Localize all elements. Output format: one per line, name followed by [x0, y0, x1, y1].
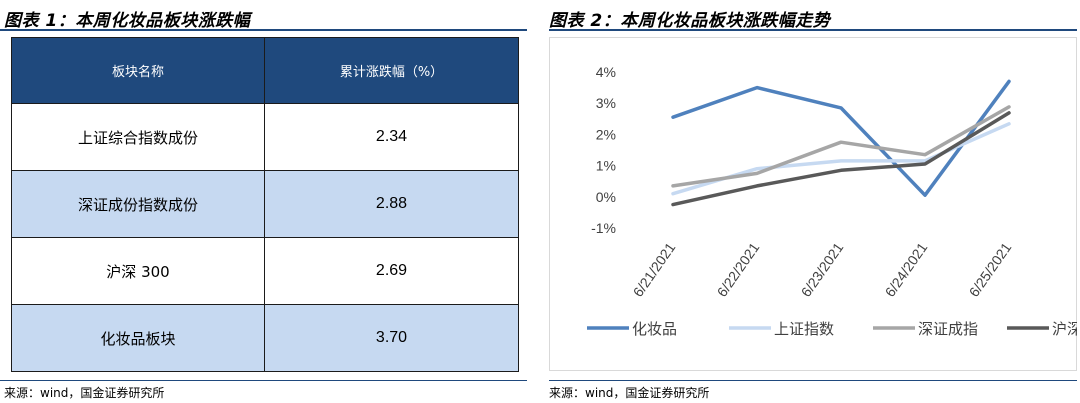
x-tick-label: 6/22/2021: [714, 239, 763, 299]
x-tick-label: 6/25/2021: [966, 239, 1015, 299]
y-tick-label: 1%: [596, 158, 616, 174]
table-row: 深证成份指数成份 2.88: [11, 170, 519, 238]
title-divider: [0, 29, 527, 31]
table-source-note: 来源：wind，国金证券研究所: [4, 386, 165, 400]
sector-change-table: 板块名称 累计涨跌幅（%） 上证综合指数成份 2.34 深证成份指数成份 2.8…: [11, 37, 519, 372]
row-value: 2.69: [264, 237, 519, 305]
series-line: [671, 111, 1011, 207]
series-line: [671, 79, 1011, 197]
chart-figure-title: 图表 2：本周化妆品板块涨跌幅走势: [549, 11, 831, 31]
row-value: 3.70: [264, 304, 519, 372]
y-tick-label: 2%: [596, 126, 616, 142]
table-figure-title: 图表 1：本周化妆品板块涨跌幅: [4, 11, 251, 31]
series-line: [671, 105, 1011, 188]
source-divider: [549, 380, 1077, 381]
table-header-row: 板块名称 累计涨跌幅（%）: [11, 37, 519, 104]
x-tick-label: 6/24/2021: [882, 239, 931, 299]
table-row: 化妆品板块 3.70: [11, 304, 519, 372]
y-tick-label: 4%: [596, 64, 616, 80]
table-row: 沪深 300 2.69: [11, 237, 519, 305]
legend-label: 化妆品: [632, 320, 677, 338]
row-value: 2.88: [264, 170, 519, 238]
header-cumulative-change: 累计涨跌幅（%）: [264, 37, 519, 104]
row-name: 深证成份指数成份: [11, 170, 265, 238]
legend-label: 深证成指: [918, 320, 978, 338]
row-name: 上证综合指数成份: [11, 103, 265, 171]
source-divider: [0, 380, 527, 381]
x-tick-label: 6/23/2021: [798, 239, 847, 299]
y-tick-label: -1%: [591, 220, 616, 236]
line-chart: 4% 3% 2% 1% 0% -1% 6/21/2021 6/22/2021 6/23/202…: [587, 64, 1077, 338]
x-tick-label: 6/21/2021: [630, 239, 679, 299]
row-name: 沪深 300: [11, 237, 265, 305]
y-tick-label: 3%: [596, 95, 616, 111]
header-sector-name: 板块名称: [11, 37, 265, 104]
table-row: 上证综合指数成份 2.34: [11, 103, 519, 171]
legend-label: 上证指数: [774, 320, 834, 338]
chart-source-note: 来源：wind，国金证券研究所: [549, 386, 710, 400]
row-value: 2.34: [264, 103, 519, 171]
row-name: 化妆品板块: [11, 304, 265, 372]
y-tick-label: 0%: [596, 189, 616, 205]
title-divider: [549, 29, 1077, 31]
chart-frame: [549, 37, 1077, 371]
